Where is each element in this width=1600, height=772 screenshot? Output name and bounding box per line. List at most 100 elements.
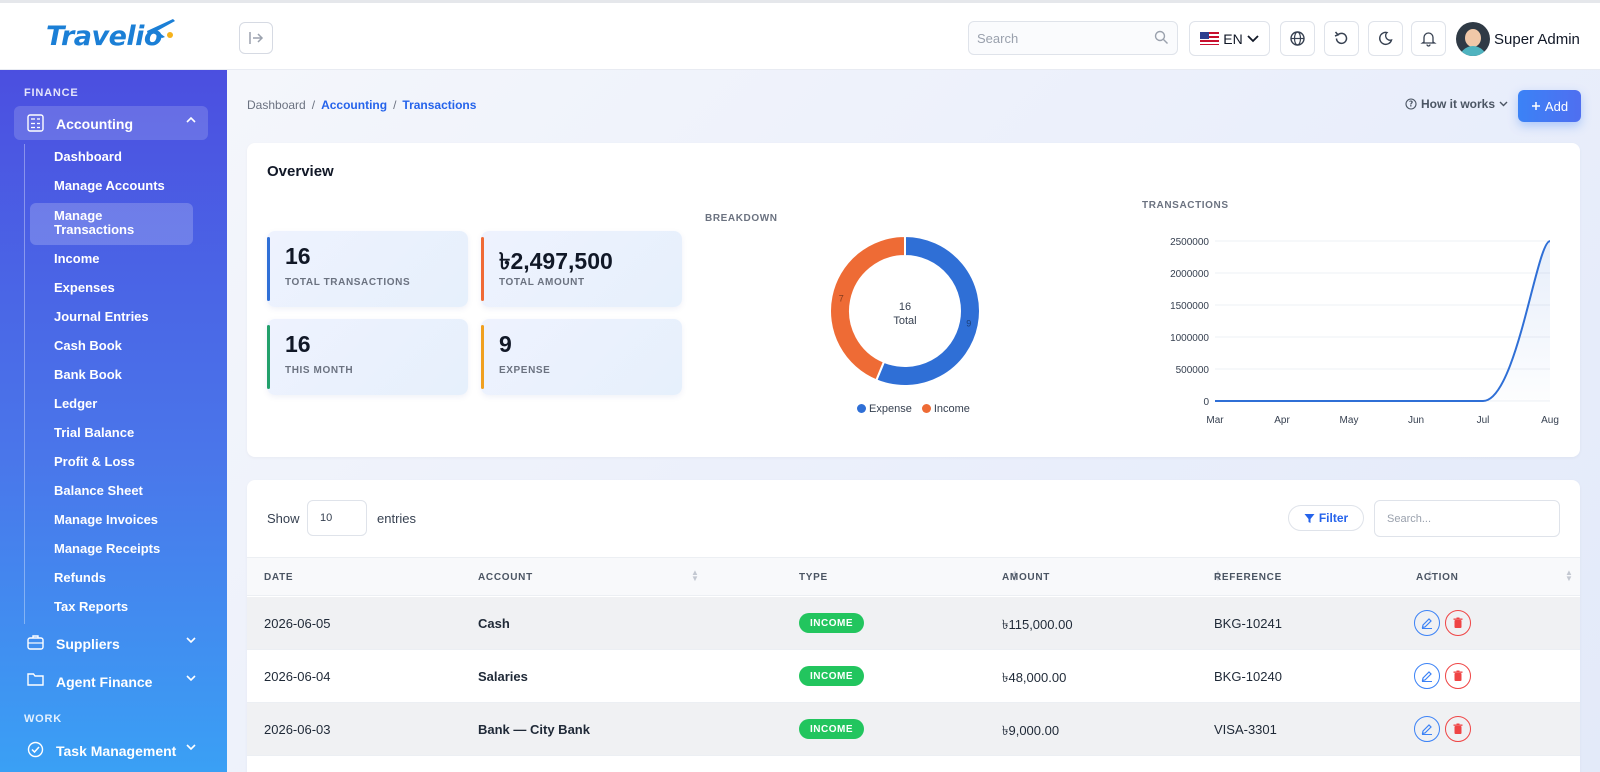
stat-label: TOTAL AMOUNT [499,277,585,288]
edit-button[interactable] [1414,716,1440,742]
sidebar-subitem-dashboard[interactable]: Dashboard [54,149,122,164]
sidebar-subitem-tax-reports[interactable]: Tax Reports [54,599,129,614]
sidebar-subitem-manage-accounts[interactable]: Manage Accounts [54,178,165,193]
column-header-reference[interactable]: REFERENCE [1214,572,1282,583]
sidebar-subitem-manage-invoices[interactable]: Manage Invoices [54,512,159,527]
delete-button[interactable] [1445,663,1471,689]
folder-icon [27,673,44,686]
sidebar-item-suppliers[interactable]: Suppliers [14,628,208,658]
top-bar: Travelio EN [0,0,1600,70]
trash-icon [1453,617,1463,628]
cell-reference: BKG-10240 [1214,669,1282,684]
sidebar-subitem-cash-book[interactable]: Cash Book [54,338,122,353]
filter-label: Filter [1318,511,1349,525]
delete-button[interactable] [1445,610,1471,636]
sidebar-subitem-refunds[interactable]: Refunds [54,570,106,585]
chevron-down-icon [186,744,196,751]
breadcrumb-accounting[interactable]: Accounting [321,98,388,112]
add-label: Add [1544,98,1569,114]
section-label-work: WORK [24,713,63,725]
add-button[interactable]: Add [1518,90,1581,122]
user-name[interactable]: Super Admin [1494,31,1580,48]
sidebar-subitem-manage-receipts[interactable]: Manage Receipts [54,541,161,556]
how-it-works-button[interactable]: ? How it works [1405,97,1508,111]
sidebar-item-task-management[interactable]: Task Management [14,735,208,765]
global-search[interactable] [968,21,1178,55]
breadcrumb: Dashboard / Accounting / Transactions [247,98,477,112]
table-search-input[interactable] [1375,501,1545,536]
sidebar-subitem-journal-entries[interactable]: Journal Entries [54,309,149,324]
table-search[interactable] [1374,500,1560,537]
sidebar-item-accounting[interactable]: Accounting [14,106,208,140]
y-tick-label: 1000000 [1170,333,1209,344]
chevron-down-icon [1247,34,1259,42]
edit-icon [1421,724,1432,735]
logo[interactable]: Travelio [46,21,162,52]
table-row: 2026-06-03 Bank — City Bank INCOME ৳9,00… [247,703,1580,756]
sort-icon[interactable]: ▲ ▼ [1565,568,1573,583]
search-icon [1154,30,1168,44]
donut-slice-expense[interactable] [874,234,981,387]
column-header-type[interactable]: TYPE [799,572,828,583]
y-tick-label: 0 [1203,397,1209,408]
sort-icon[interactable]: ▲ ▼ [1011,568,1019,583]
sidebar-subitem-income[interactable]: Income [54,251,100,266]
legend-item-expense[interactable]: Expense [857,403,912,415]
column-header-account[interactable]: ACCOUNT [478,572,533,583]
sort-icon[interactable]: ▲ ▼ [1426,568,1434,583]
us-flag-icon [1200,32,1220,45]
sidebar-subitem-profit-loss[interactable]: Profit & Loss [54,454,135,469]
sidebar: FINANCE Accounting Dashboard Manage Acco… [0,70,227,772]
chevron-down-icon [186,637,196,644]
stat-total-amount: ৳2,497,500 TOTAL AMOUNT [481,231,682,307]
x-tick-label: Aug [1541,415,1559,426]
notifications-button[interactable] [1411,21,1446,56]
sidebar-subitem-manage-transactions[interactable]: Manage Transactions [54,208,135,237]
sidebar-subitem-bank-book[interactable]: Bank Book [54,367,122,382]
legend-item-income[interactable]: Income [921,403,970,415]
donut-slice-income[interactable] [829,234,906,382]
cell-account: Bank — City Bank [478,722,590,737]
avatar[interactable] [1456,22,1490,56]
check-circle-icon [27,741,44,758]
sort-icon[interactable]: ▲ ▼ [1214,568,1222,583]
sidebar-subitem-ledger[interactable]: Ledger [54,396,98,411]
breakdown-label: BREAKDOWN [705,213,778,224]
entries-select[interactable]: 10 [307,500,367,536]
global-search-input[interactable] [969,22,1139,54]
edit-button[interactable] [1414,610,1440,636]
bell-icon [1420,32,1437,47]
delete-button[interactable] [1445,716,1471,742]
sidebar-item-agent-finance[interactable]: Agent Finance [14,666,208,696]
cell-reference: VISA-3301 [1214,722,1277,737]
globe-icon [1290,31,1305,46]
breadcrumb-home[interactable]: Dashboard [247,98,306,112]
stat-label: EXPENSE [499,365,551,376]
breakdown-donut-chart: 9 7 16 Total [829,234,981,387]
breadcrumb-current: Transactions [402,98,477,112]
column-header-amount[interactable]: AMOUNT [1002,572,1051,583]
sidebar-subitem-expenses[interactable]: Expenses [54,280,115,295]
edit-button[interactable] [1414,663,1440,689]
theme-toggle-button[interactable] [1368,21,1403,56]
sidebar-subitem-balance-sheet[interactable]: Balance Sheet [54,483,143,498]
edit-icon [1421,671,1432,682]
submenu-line [24,144,25,624]
table-row [247,756,1580,772]
stat-value: 16 [285,243,311,269]
globe-button[interactable] [1280,21,1315,56]
sidebar-collapse-icon [249,32,264,44]
sort-icon[interactable]: ▲ ▼ [691,568,699,583]
filter-button[interactable]: Filter [1288,505,1364,531]
cell-amount: ৳48,000.00 [1002,670,1067,685]
series-line-transactions[interactable] [1215,240,1551,402]
how-it-works-label: How it works [1421,97,1496,111]
stat-this-month: 16 THIS MONTH [267,319,468,395]
sidebar-subitem-active [30,203,193,245]
refresh-button[interactable] [1324,21,1359,56]
chevron-up-icon [186,116,196,123]
sidebar-toggle-button[interactable] [239,22,273,54]
language-select[interactable]: EN [1189,21,1270,56]
sidebar-subitem-trial-balance[interactable]: Trial Balance [54,425,135,440]
column-header-date[interactable]: DATE [264,572,294,583]
